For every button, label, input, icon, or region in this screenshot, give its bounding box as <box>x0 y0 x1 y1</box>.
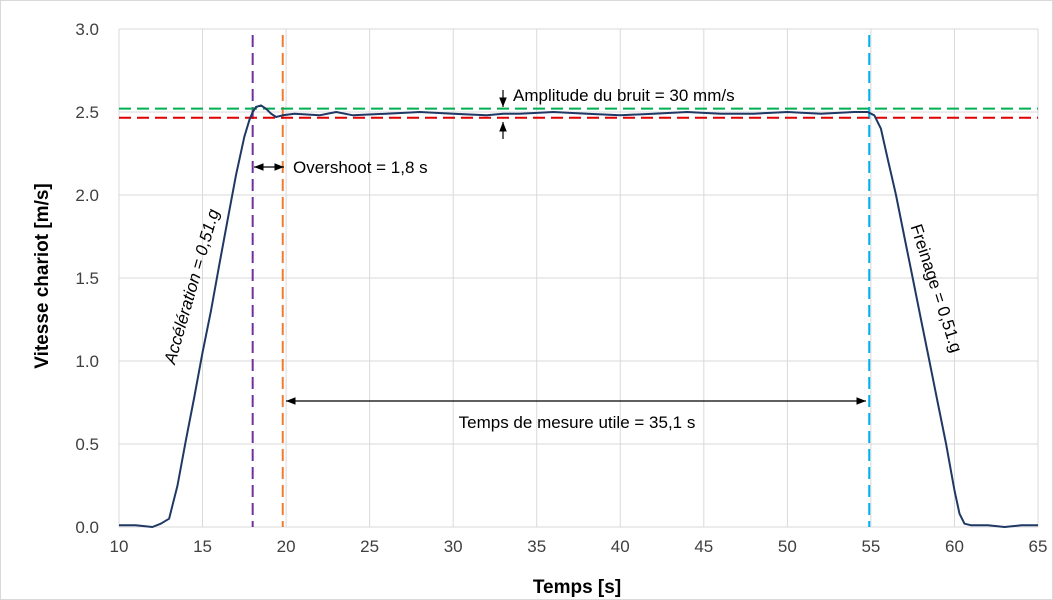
x-axis-title: Temps [s] <box>533 577 621 598</box>
series-line-0 <box>119 104 1038 528</box>
x-tick-label: 25 <box>360 537 379 556</box>
y-tick-label: 1.0 <box>75 352 99 371</box>
series-layer <box>119 104 1038 528</box>
x-tick-label: 40 <box>611 537 630 556</box>
x-tick-labels: 10 15 20 25 30 35 40 45 50 55 60 65 <box>110 537 1048 556</box>
x-tick-label: 50 <box>778 537 797 556</box>
y-tick-label: 2.5 <box>75 103 99 122</box>
reference-lines <box>119 35 1038 527</box>
y-axis-title: Vitesse chariot [m/s] <box>32 183 53 369</box>
x-tick-label: 55 <box>861 537 880 556</box>
x-tick-label: 20 <box>277 537 296 556</box>
x-tick-label: 15 <box>193 537 212 556</box>
x-tick-label: 60 <box>945 537 964 556</box>
y-tick-labels: 0.0 0.5 1.0 1.5 2.0 2.5 3.0 <box>75 20 99 537</box>
x-tick-label: 45 <box>694 537 713 556</box>
y-tick-label: 0.0 <box>75 518 99 537</box>
x-tick-label: 10 <box>110 537 129 556</box>
y-tick-label: 2.0 <box>75 186 99 205</box>
x-tick-label: 30 <box>444 537 463 556</box>
noise-annotation: Amplitude du bruit = 30 mm/s <box>513 86 735 105</box>
overshoot-annotation: Overshoot = 1,8 s <box>293 158 428 177</box>
x-tick-label: 65 <box>1029 537 1048 556</box>
x-tick-label: 35 <box>527 537 546 556</box>
measure-time-annotation: Temps de mesure utile = 35,1 s <box>459 413 696 432</box>
y-tick-label: 3.0 <box>75 20 99 39</box>
y-tick-label: 1.5 <box>75 269 99 288</box>
y-tick-label: 0.5 <box>75 435 99 454</box>
